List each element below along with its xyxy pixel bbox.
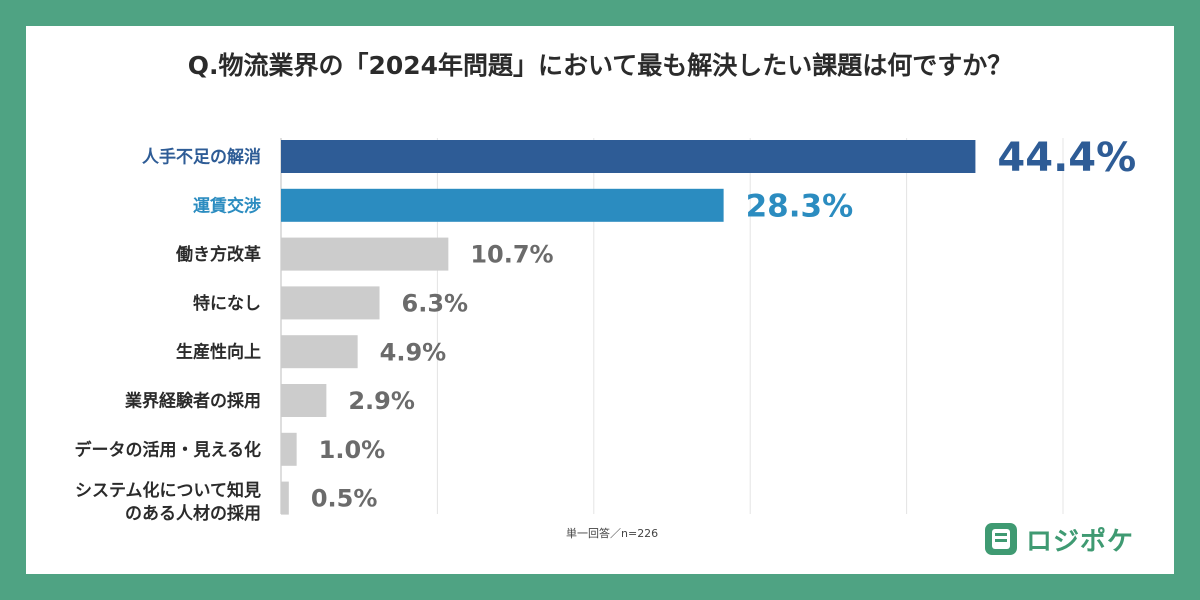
bar — [281, 140, 976, 173]
category-label-line: のある人材の採用 — [125, 503, 261, 524]
logo-icon — [985, 523, 1017, 555]
bar — [281, 237, 449, 271]
bar — [281, 384, 327, 417]
category-label: 業界経験者の採用 — [125, 391, 261, 412]
category-label: 特になし — [193, 293, 261, 314]
category-label: 運賃交渉 — [193, 195, 261, 216]
category-label: 生産性向上 — [176, 342, 261, 363]
value-label: 4.9% — [380, 338, 447, 366]
value-label: 2.9% — [348, 387, 415, 415]
category-label-line: システム化について知見 — [75, 480, 261, 501]
value-label: 10.7% — [470, 241, 553, 269]
chart-title: Q.物流業界の「2024年問題」において最も解決したい課題は何ですか？ — [187, 51, 1013, 80]
value-label: 28.3% — [746, 188, 854, 224]
chart-card — [26, 26, 1174, 574]
brand-name: ロジポケ — [1026, 526, 1135, 557]
bar — [281, 188, 724, 222]
bar — [281, 335, 358, 369]
value-label: 1.0% — [319, 436, 386, 464]
sample-footnote: 単一回答／n=226 — [566, 527, 659, 540]
bar — [281, 432, 297, 466]
category-label: 働き方改革 — [175, 244, 261, 265]
value-label: 44.4% — [997, 135, 1136, 181]
brand-logo: ロジポケ — [984, 519, 1134, 559]
category-label: 人手不足の解消 — [142, 147, 261, 168]
value-label: 0.5% — [311, 485, 378, 513]
value-label: 6.3% — [402, 290, 469, 318]
category-label: データの活用・見える化 — [75, 439, 262, 460]
bar — [281, 286, 380, 320]
category-label: システム化について知見のある人材の採用 — [75, 480, 261, 524]
bar — [281, 481, 289, 515]
